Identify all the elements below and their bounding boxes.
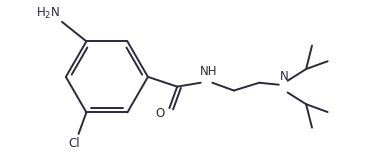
- Text: Cl: Cl: [69, 137, 80, 150]
- Text: O: O: [155, 107, 164, 121]
- Text: H$_2$N: H$_2$N: [36, 5, 60, 21]
- Text: NH: NH: [200, 64, 217, 78]
- Text: N: N: [280, 70, 289, 83]
